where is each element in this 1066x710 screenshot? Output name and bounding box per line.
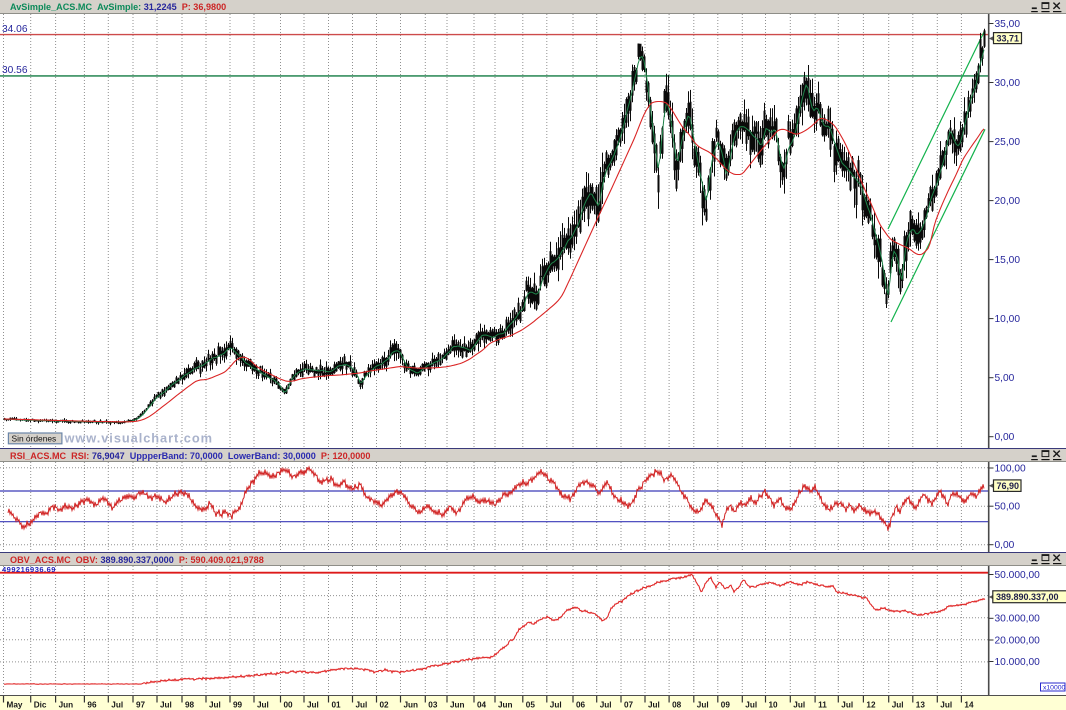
svg-text:Jul: Jul (745, 701, 757, 710)
svg-text:97: 97 (136, 701, 146, 710)
svg-text:35,00: 35,00 (995, 19, 1021, 30)
svg-text:Jul: Jul (697, 701, 709, 710)
svg-text:Jul: Jul (307, 701, 319, 710)
svg-text:96: 96 (87, 701, 97, 710)
svg-text:Sin órdenes: Sin órdenes (12, 433, 57, 443)
svg-text:06: 06 (576, 701, 586, 710)
svg-text:05: 05 (526, 701, 536, 710)
svg-text:Jul: Jul (111, 701, 123, 710)
svg-text:0,00: 0,00 (995, 432, 1015, 443)
svg-text:30.56: 30.56 (2, 65, 28, 76)
svg-text:Jul: Jul (841, 701, 853, 710)
svg-text:50.000,00: 50.000,00 (995, 570, 1041, 581)
svg-text:11: 11 (818, 701, 827, 710)
svg-text:98: 98 (185, 701, 195, 710)
svg-text:07: 07 (624, 701, 634, 710)
svg-text:03: 03 (428, 701, 438, 710)
svg-text:Jun: Jun (404, 701, 419, 710)
svg-text:Jun: Jun (59, 701, 74, 710)
svg-text:Jun: Jun (450, 701, 465, 710)
svg-text:Jul: Jul (550, 701, 562, 710)
svg-text:76,90: 76,90 (997, 481, 1020, 491)
svg-text:13: 13 (916, 701, 926, 710)
svg-text:00: 00 (284, 701, 294, 710)
svg-text:Jul: Jul (940, 701, 952, 710)
svg-text:499216936.69: 499216936.69 (2, 566, 56, 574)
svg-text:20.000,00: 20.000,00 (995, 635, 1041, 646)
svg-text:01: 01 (332, 701, 342, 710)
svg-text:Jul: Jul (160, 701, 172, 710)
svg-text:Dic: Dic (34, 701, 47, 710)
svg-text:x10000: x10000 (1043, 685, 1066, 692)
svg-text:09: 09 (721, 701, 731, 710)
svg-text:30,00: 30,00 (995, 78, 1021, 89)
svg-text:Jul: Jul (257, 701, 269, 710)
svg-text:50,00: 50,00 (995, 502, 1021, 513)
svg-text:12: 12 (866, 701, 876, 710)
svg-text:14: 14 (964, 701, 974, 710)
svg-text:04: 04 (477, 701, 487, 710)
svg-text:Jul: Jul (793, 701, 805, 710)
svg-text:34.06: 34.06 (2, 24, 28, 35)
svg-text:Jul: Jul (356, 701, 368, 710)
svg-text:02: 02 (380, 701, 390, 710)
svg-text:10,00: 10,00 (995, 314, 1021, 325)
svg-text:www.visualchart.com: www.visualchart.com (64, 431, 213, 446)
svg-text:15,00: 15,00 (995, 255, 1021, 266)
svg-text:May: May (7, 701, 23, 710)
svg-text:10.000,00: 10.000,00 (995, 657, 1041, 668)
svg-text:Jun: Jun (498, 701, 513, 710)
svg-text:389.890.337,00: 389.890.337,00 (996, 592, 1059, 602)
svg-text:Jul: Jul (209, 701, 221, 710)
svg-text:25,00: 25,00 (995, 137, 1021, 148)
svg-text:Jul: Jul (892, 701, 904, 710)
svg-text:30.000,00: 30.000,00 (995, 614, 1041, 625)
svg-text:10: 10 (769, 701, 779, 710)
svg-text:Jul: Jul (648, 701, 660, 710)
svg-text:33,71: 33,71 (997, 34, 1020, 44)
svg-text:0,00: 0,00 (995, 540, 1015, 551)
svg-text:08: 08 (672, 701, 682, 710)
svg-text:20,00: 20,00 (995, 196, 1021, 207)
svg-text:Jul: Jul (600, 701, 612, 710)
svg-text:5,00: 5,00 (995, 373, 1015, 384)
svg-text:99: 99 (233, 701, 243, 710)
svg-text:100,00: 100,00 (995, 463, 1026, 474)
